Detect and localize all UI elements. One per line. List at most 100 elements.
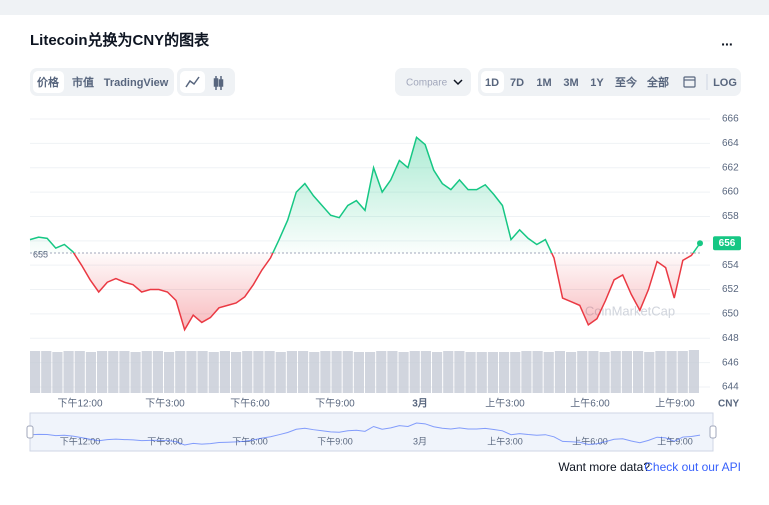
range-button[interactable]: 7D xyxy=(510,77,524,89)
volume-bar xyxy=(264,351,275,393)
navigator-line xyxy=(29,422,701,446)
navigator-label: 上午3:00 xyxy=(487,435,523,446)
footer-link[interactable]: Check out our API xyxy=(644,460,741,474)
tab-active xyxy=(33,71,64,93)
range-button[interactable]: 1Y xyxy=(590,77,604,89)
footer-prompt: Want more data? xyxy=(558,460,650,474)
volume-bar xyxy=(197,351,208,393)
candle-icon[interactable] xyxy=(213,76,224,90)
tab[interactable]: 价格 xyxy=(37,75,60,89)
price-area xyxy=(30,137,700,330)
volume-bar xyxy=(85,352,96,393)
y-tick-label: 646 xyxy=(722,357,739,368)
volume-bar xyxy=(554,351,565,393)
navigator-label: 下午9:00 xyxy=(317,435,353,446)
log-button[interactable]: LOG xyxy=(713,77,737,89)
volume-bar xyxy=(331,351,342,393)
volume-bar xyxy=(487,352,498,393)
volume-bar xyxy=(476,352,487,393)
volume-bar xyxy=(387,351,398,393)
volume-bar xyxy=(409,351,420,393)
tab-group xyxy=(30,68,174,96)
navigator-label: 上午6:00 xyxy=(572,435,608,446)
line-icon[interactable] xyxy=(185,76,200,88)
volume-bar xyxy=(677,351,688,393)
volume-bar xyxy=(353,352,364,393)
volume-bar xyxy=(566,352,577,393)
nav-handle-right[interactable] xyxy=(709,425,717,439)
volume-bar xyxy=(52,352,63,393)
y-tick-label: 658 xyxy=(722,211,739,222)
y-tick-label: 644 xyxy=(722,382,739,393)
volume-bar xyxy=(186,351,197,393)
range-button[interactable]: 1M xyxy=(536,77,551,89)
currency: CNY xyxy=(718,399,739,410)
volume-bar xyxy=(454,351,465,393)
volume-bar xyxy=(465,352,476,393)
volume-bar xyxy=(588,351,599,393)
tab[interactable]: TradingView xyxy=(104,77,169,89)
volume-bar xyxy=(320,351,331,393)
navigator-label: 3月 xyxy=(413,436,427,446)
volume-bar xyxy=(253,351,264,393)
y-tick-label: 660 xyxy=(722,187,739,198)
volume-bar xyxy=(655,351,666,393)
chevron xyxy=(453,79,463,86)
volume-bar xyxy=(398,352,409,393)
volume-bar xyxy=(141,351,152,393)
volume-bar xyxy=(152,351,163,393)
volume-bar xyxy=(443,351,454,393)
volume-bar xyxy=(644,352,655,393)
range-active xyxy=(481,71,504,93)
y-tick-label: 664 xyxy=(722,138,739,149)
volume-bar xyxy=(532,351,543,393)
y-tick-label: 666 xyxy=(722,114,739,125)
volume-bar xyxy=(599,352,610,393)
y-tick-label: 662 xyxy=(722,162,739,173)
volume-bar xyxy=(119,351,130,393)
baseline-label: 655 xyxy=(33,249,48,259)
volume-bar xyxy=(298,351,309,393)
volume-bar xyxy=(543,352,554,393)
volume-bar xyxy=(97,351,108,393)
menu[interactable]: ... xyxy=(721,33,733,49)
volume-bar xyxy=(621,351,632,393)
navigator[interactable] xyxy=(29,412,714,452)
calendar-icon[interactable] xyxy=(683,76,696,88)
volume-bar xyxy=(275,352,286,393)
volume-bar xyxy=(208,352,219,393)
x-tick-label: 上午3:00 xyxy=(485,397,525,410)
volume-bar xyxy=(376,351,387,393)
x-tick-label: 下午9:00 xyxy=(315,397,355,410)
y-tick-label: 654 xyxy=(722,260,739,271)
nav-handle-left[interactable] xyxy=(26,425,34,439)
range-button[interactable]: 至今 xyxy=(615,75,638,89)
title: Litecoin兑换为CNY的图表 xyxy=(30,31,210,49)
compare-box[interactable] xyxy=(395,68,471,96)
x-tick-label: 上午6:00 xyxy=(570,397,610,410)
volume-bar xyxy=(365,352,376,393)
volume-bar xyxy=(219,351,230,393)
top-bar xyxy=(0,0,769,15)
y-tick-label: 652 xyxy=(722,284,739,295)
volume-bar xyxy=(309,352,320,393)
range-button[interactable]: 1D xyxy=(485,77,499,89)
volume-bar xyxy=(521,351,532,393)
volume-bar xyxy=(688,350,699,393)
x-tick-label: 下午12:00 xyxy=(57,397,102,410)
x-tick-label: 下午6:00 xyxy=(230,397,270,410)
navigator-label: 下午12:00 xyxy=(60,435,101,446)
current-box xyxy=(713,236,741,251)
range-button[interactable]: 全部 xyxy=(646,75,669,89)
volume-bar xyxy=(74,351,85,393)
watermark: CoinMarketCap xyxy=(585,303,675,318)
volume-bar xyxy=(108,351,119,393)
range-button[interactable]: 3M xyxy=(563,77,578,89)
volume-bar xyxy=(342,351,353,393)
tab[interactable]: 市值 xyxy=(72,75,94,89)
compare[interactable]: Compare xyxy=(406,78,448,89)
volume-bar xyxy=(30,351,41,393)
current-label: 656 xyxy=(719,238,736,249)
x-tick-label: 3月 xyxy=(412,398,428,410)
